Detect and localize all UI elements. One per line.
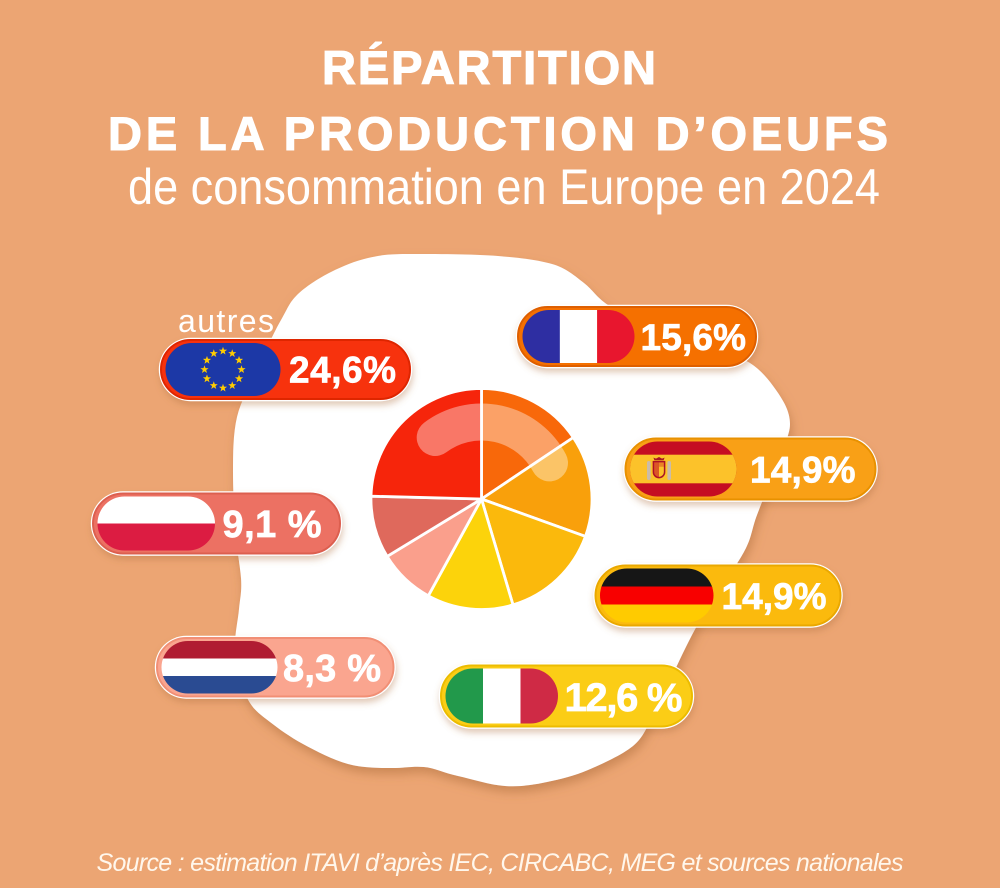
svg-text:RÉPARTITION: RÉPARTITION: [322, 41, 656, 94]
svg-text:9,1 %: 9,1 %: [223, 504, 322, 546]
svg-text:14,9%: 14,9%: [750, 450, 856, 491]
svg-text:15,6%: 15,6%: [641, 317, 747, 358]
svg-text:DE LA PRODUCTION D’OEUFS: DE LA PRODUCTION D’OEUFS: [108, 107, 888, 160]
svg-text:14,9%: 14,9%: [722, 576, 827, 617]
svg-text:8,3 %: 8,3 %: [283, 648, 381, 690]
svg-text:24,6%: 24,6%: [289, 350, 396, 391]
svg-text:de consommation en Europe en 2: de consommation en Europe en 2024: [128, 159, 880, 215]
svg-text:12,6 %: 12,6 %: [565, 676, 683, 720]
svg-text:autres: autres: [178, 303, 274, 339]
svg-text:Source : estimation ITAVI d’ap: Source : estimation ITAVI d’après IEC, C…: [97, 849, 904, 877]
